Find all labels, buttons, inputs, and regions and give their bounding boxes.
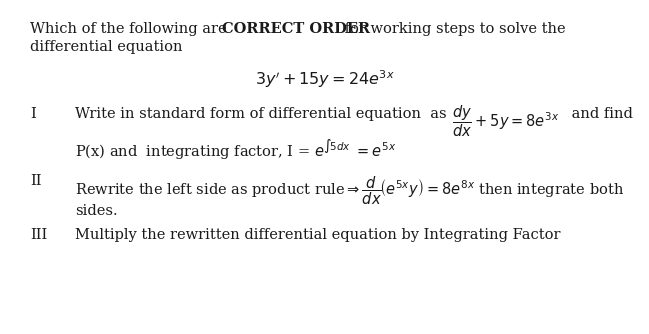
Text: differential equation: differential equation: [30, 40, 182, 54]
Text: Which of the following are: Which of the following are: [30, 22, 231, 36]
Text: III: III: [30, 228, 47, 242]
Text: $3y'+15y=24e^{3x}$: $3y'+15y=24e^{3x}$: [254, 68, 395, 90]
Text: for working steps to solve the: for working steps to solve the: [340, 22, 566, 36]
Text: Rewrite the left side as product rule$\Rightarrow\dfrac{d}{dx}\!\left(e^{5x}y\ri: Rewrite the left side as product rule$\R…: [75, 174, 624, 206]
Text: $\dfrac{dy}{dx}+5y=8e^{3x}$: $\dfrac{dy}{dx}+5y=8e^{3x}$: [452, 103, 559, 139]
Text: sides.: sides.: [75, 204, 117, 218]
Text: Write in standard form of differential equation  as: Write in standard form of differential e…: [75, 107, 456, 121]
Text: I: I: [30, 107, 36, 121]
Text: Multiply the rewritten differential equation by Integrating Factor: Multiply the rewritten differential equa…: [75, 228, 561, 242]
Text: II: II: [30, 174, 42, 188]
Text: CORRECT ORDER: CORRECT ORDER: [222, 22, 370, 36]
Text: P(x) and  integrating factor, I = $e^{\int \!5dx}$ $= e^{5x}$: P(x) and integrating factor, I = $e^{\in…: [75, 137, 397, 162]
Text: and find: and find: [567, 107, 633, 121]
